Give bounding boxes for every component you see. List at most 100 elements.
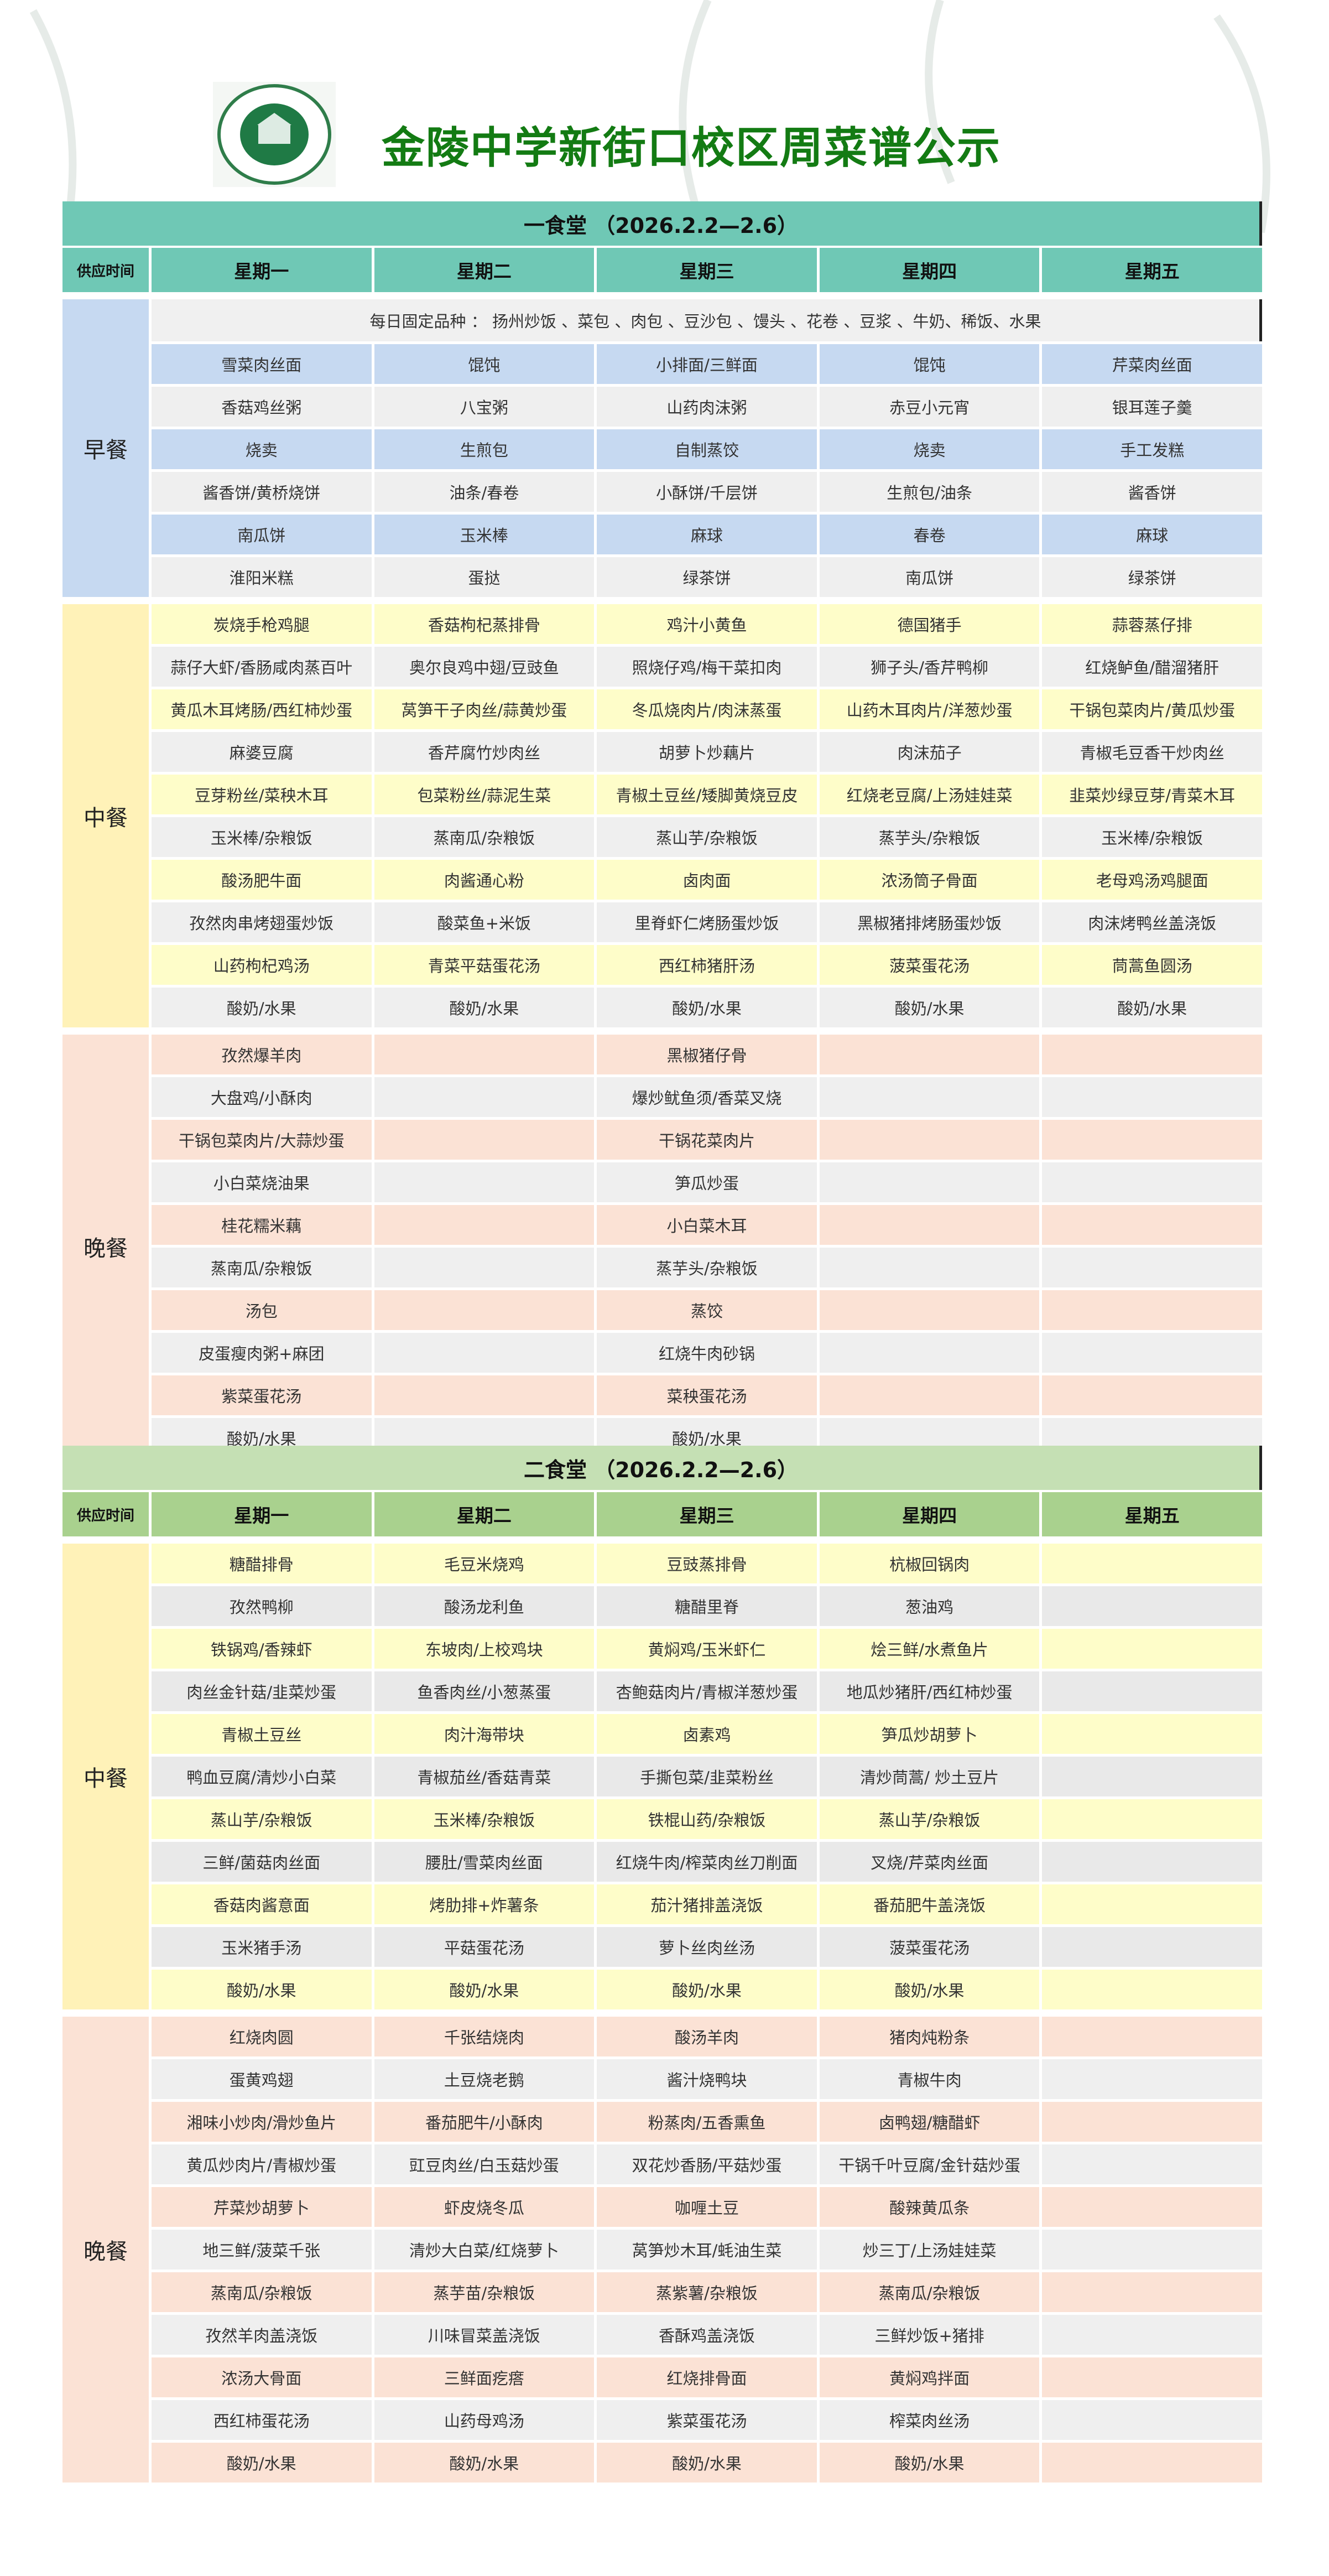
- menu-cell: 千张结烧肉: [374, 2017, 595, 2056]
- day-header: 星期五: [1042, 1492, 1262, 1536]
- menu-cell: 黄瓜炒肉片/青椒炒蛋: [152, 2144, 372, 2184]
- menu-cell: 虾皮烧冬瓜: [374, 2187, 595, 2227]
- menu-cell: 酸辣黄瓜条: [819, 2187, 1040, 2227]
- menu-cell: [1042, 2144, 1262, 2184]
- menu-cell: 干锅包菜肉片/大蒜炒蛋: [152, 1120, 372, 1160]
- menu-cell: 奥尔良鸡中翅/豆豉鱼: [374, 647, 595, 687]
- menu-cell: 山药枸杞鸡汤: [152, 945, 372, 985]
- menu-cell: 西红柿猪肝汤: [597, 945, 817, 985]
- menu-cell: 韭菜炒绿豆芽/青菜木耳: [1042, 775, 1262, 814]
- day-header: 星期二: [374, 1492, 595, 1536]
- menu-cell: 蒸南瓜/杂粮饭: [152, 1248, 372, 1287]
- school-logo: [213, 82, 336, 187]
- menu-cell: [1042, 2272, 1262, 2312]
- menu-cell: 平菇蛋花汤: [374, 1927, 595, 1967]
- day-header: 星期五: [1042, 248, 1262, 292]
- menu-cell: 黄瓜木耳烤肠/西红柿炒蛋: [152, 689, 372, 729]
- menu-cell: 酱汁烧鸭块: [597, 2059, 817, 2099]
- menu-cell: [1042, 2187, 1262, 2227]
- menu-cell: 胡萝卜炒藕片: [597, 732, 817, 772]
- menu-cell: 三鲜面疙瘩: [374, 2357, 595, 2397]
- menu-cell: 酸奶/水果: [819, 988, 1040, 1027]
- menu-cell: [1042, 1544, 1262, 1583]
- day-header: 星期一: [152, 1492, 372, 1536]
- menu-cell: 照烧仔鸡/梅干菜扣肉: [597, 647, 817, 687]
- menu-cell: [819, 1290, 1040, 1330]
- menu-cell: 毛豆米烧鸡: [374, 1544, 595, 1583]
- menu-cell: 玉米棒/杂粮饭: [152, 817, 372, 857]
- menu-cell: 黄焖鸡拌面: [819, 2357, 1040, 2397]
- menu-cell: 山药肉沫粥: [597, 387, 817, 427]
- menu-cell: [1042, 1629, 1262, 1669]
- menu-cell: 三鲜炒饭+猪排: [819, 2315, 1040, 2355]
- menu-cell: 青椒毛豆香干炒肉丝: [1042, 732, 1262, 772]
- menu-cell: [1042, 2443, 1262, 2482]
- menu-cell: 榨菜肉丝汤: [819, 2400, 1040, 2440]
- menu-cell: 肉沫烤鸭丝盖浇饭: [1042, 902, 1262, 942]
- menu-cell: 鸭血豆腐/清炒小白菜: [152, 1757, 372, 1796]
- menu-cell: [1042, 1970, 1262, 2009]
- menu-cell: [1042, 1884, 1262, 1924]
- leaf-watermark-icon: [29, 0, 1270, 233]
- menu-cell: 孜然爆羊肉: [152, 1035, 372, 1074]
- menu-cell: 酸菜鱼+米饭: [374, 902, 595, 942]
- menu-cell: 香菇肉酱意面: [152, 1884, 372, 1924]
- menu-cell: 淮阳米糕: [152, 557, 372, 597]
- menu-cell: 皮蛋瘦肉粥+麻团: [152, 1333, 372, 1373]
- menu-cell: [1042, 1714, 1262, 1754]
- meal-label: 晚餐: [62, 2017, 149, 2482]
- menu-cell: 狮子头/香芹鸭柳: [819, 647, 1040, 687]
- menu-cell: 西红柿蛋花汤: [152, 2400, 372, 2440]
- menu-cell: 糖醋里脊: [597, 1586, 817, 1626]
- menu-cell: [1042, 2059, 1262, 2099]
- menu-cell: 蒸南瓜/杂粮饭: [819, 2272, 1040, 2312]
- menu-cell: 酸奶/水果: [152, 1970, 372, 2009]
- menu-cell: [374, 1035, 595, 1074]
- menu-cell: 菠菜蛋花汤: [819, 1927, 1040, 1967]
- menu-cell: 蒸芋头/杂粮饭: [597, 1248, 817, 1287]
- menu-cell: 红烧鲈鱼/醋溜猪肝: [1042, 647, 1262, 687]
- menu-cell: 小白菜烧油果: [152, 1162, 372, 1202]
- menu-cell: [819, 1375, 1040, 1415]
- menu-cell: 干锅包菜肉片/黄瓜炒蛋: [1042, 689, 1262, 729]
- menu-cell: 铁棍山药/杂粮饭: [597, 1799, 817, 1839]
- menu-cell: 大盘鸡/小酥肉: [152, 1077, 372, 1117]
- menu-cell: 葱油鸡: [819, 1586, 1040, 1626]
- day-header: 星期四: [819, 1492, 1040, 1536]
- menu-cell: [1042, 2315, 1262, 2355]
- menu-cell: 小白菜木耳: [597, 1205, 817, 1245]
- menu-cell: [819, 1035, 1040, 1074]
- section-divider: [62, 600, 1262, 601]
- menu-cell: 炭烧手枪鸡腿: [152, 604, 372, 644]
- menu-cell: 酱香饼: [1042, 472, 1262, 512]
- menu-cell: 银耳莲子羹: [1042, 387, 1262, 427]
- menu-cell: 紫菜蛋花汤: [597, 2400, 817, 2440]
- menu-cell: [1042, 1757, 1262, 1796]
- menu-cell: 川味冒菜盖浇饭: [374, 2315, 595, 2355]
- menu-cell: 馄饨: [819, 344, 1040, 384]
- menu-cell: 蒸芋头/杂粮饭: [819, 817, 1040, 857]
- menu-cell: [374, 1077, 595, 1117]
- menu-cell: 小酥饼/千层饼: [597, 472, 817, 512]
- menu-cell: 青椒茄丝/香菇青菜: [374, 1757, 595, 1796]
- menu-cell: 酸汤龙利鱼: [374, 1586, 595, 1626]
- menu-cell: 黑椒猪仔骨: [597, 1035, 817, 1074]
- menu-cell: 桂花糯米藕: [152, 1205, 372, 1245]
- menu-cell: 猪肉炖粉条: [819, 2017, 1040, 2056]
- menu-cell: 蒜仔大虾/香肠咸肉蒸百叶: [152, 647, 372, 687]
- menu-cell: 手工发糕: [1042, 429, 1262, 469]
- menu-cell: 生煎包/油条: [819, 472, 1040, 512]
- menu-cell: 山药母鸡汤: [374, 2400, 595, 2440]
- menu-cell: 绿茶饼: [597, 557, 817, 597]
- menu-cell: 黑椒猪排烤肠蛋炒饭: [819, 902, 1040, 942]
- day-header: 星期三: [597, 248, 817, 292]
- menu-cell: 赤豆小元宵: [819, 387, 1040, 427]
- menu-cell: [1042, 1671, 1262, 1711]
- menu-cell: 腰肚/雪菜肉丝面: [374, 1842, 595, 1882]
- menu-cell: 浓汤筒子骨面: [819, 860, 1040, 900]
- menu-cell: 红烧肉圆: [152, 2017, 372, 2056]
- menu-cell: 酸奶/水果: [819, 2443, 1040, 2482]
- menu-cell: 德国猪手: [819, 604, 1040, 644]
- menu-cell: 酸奶/水果: [1042, 988, 1262, 1027]
- menu-cell: 蒸饺: [597, 1290, 817, 1330]
